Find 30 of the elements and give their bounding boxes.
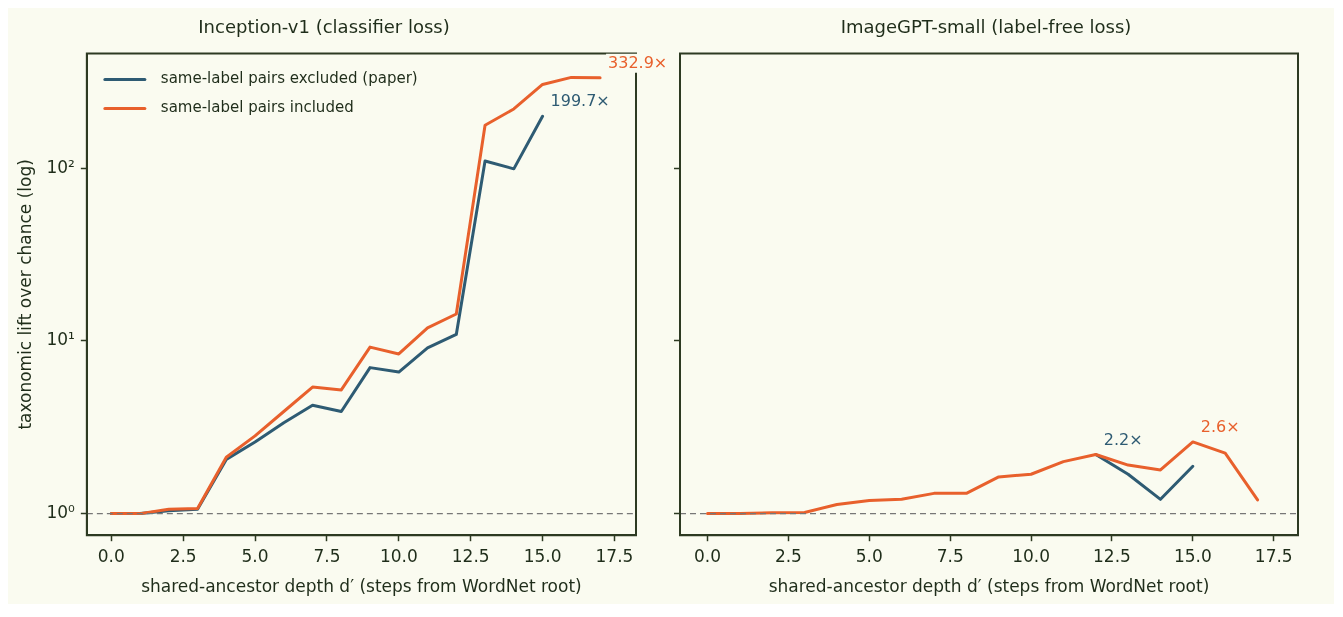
- x-tick-label: 2.5: [774, 545, 802, 566]
- x-tick-label: 7.5: [313, 545, 341, 566]
- x-tick-label: 17.5: [1254, 545, 1293, 566]
- x-tick-label: 2.5: [169, 545, 197, 566]
- y-tick-label: 10⁰: [46, 502, 76, 523]
- x-tick-label: 0.0: [97, 545, 125, 566]
- x-tick-label: 10.0: [1012, 545, 1050, 566]
- x-tick-label: 12.5: [1093, 545, 1131, 566]
- x-tick-label: 15.0: [523, 545, 562, 566]
- annotation: 2.6×: [1200, 417, 1240, 437]
- annotation: 199.7×: [550, 91, 610, 111]
- x-tick-label: 17.5: [595, 545, 634, 566]
- legend-label: same-label pairs included: [160, 98, 354, 117]
- y-axis-title: taxonomic lift over chance (log): [14, 159, 35, 430]
- x-axis-title: shared-ancestor depth d′ (steps from WordNet root): [141, 576, 582, 597]
- x-tick-label: 12.5: [451, 545, 490, 566]
- x-tick-label: 0.0: [693, 545, 722, 566]
- x-axis-title: shared-ancestor depth d′ (steps from WordNet root): [768, 576, 1210, 597]
- annotation: 2.2×: [1103, 429, 1143, 449]
- y-tick-label: 10²: [46, 156, 75, 177]
- x-tick-label: 5.0: [855, 545, 883, 566]
- x-tick-label: 10.0: [379, 545, 418, 566]
- x-tick-label: 5.0: [241, 545, 269, 566]
- annotation: 332.9×: [608, 53, 668, 73]
- chart-title: Inception-v1 (classifier loss): [198, 16, 450, 38]
- legend-label: same-label pairs excluded (paper): [160, 69, 418, 88]
- x-tick-label: 7.5: [936, 545, 964, 566]
- y-tick-label: 10¹: [46, 329, 75, 350]
- chart-title: ImageGPT-small (label-free loss): [840, 16, 1132, 38]
- x-tick-label: 15.0: [1173, 545, 1212, 566]
